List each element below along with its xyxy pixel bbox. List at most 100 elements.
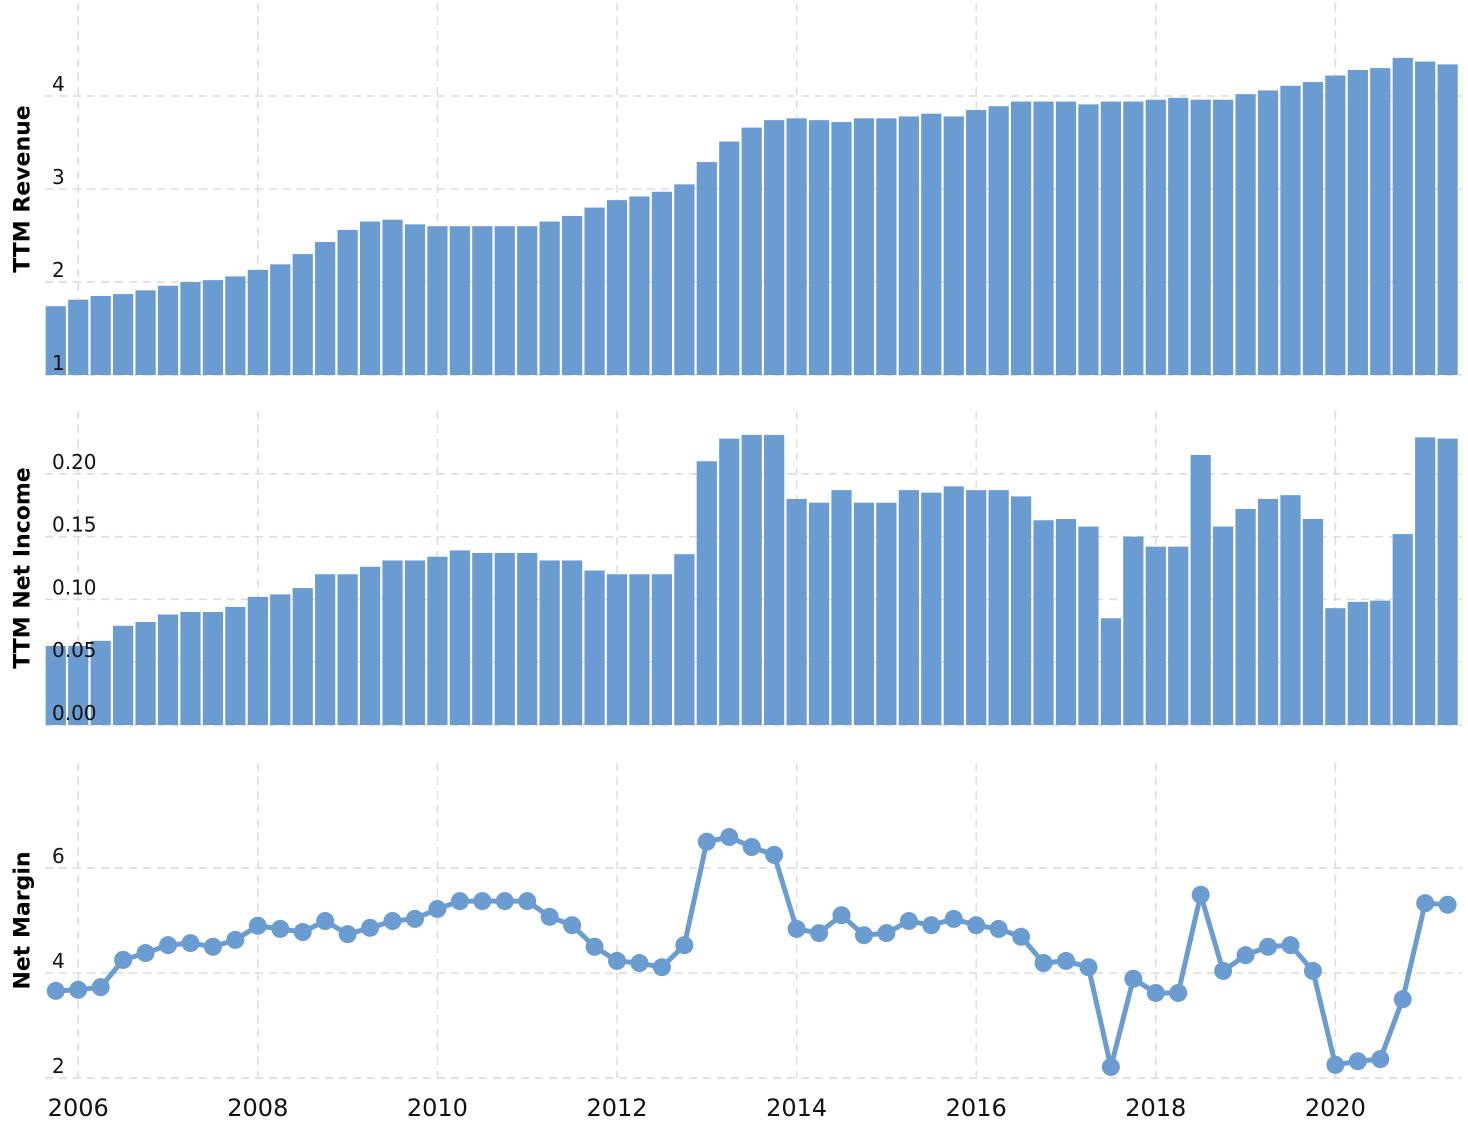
bar <box>1280 495 1301 725</box>
panel: TTM Revenue 1 2 3 4 <box>11 3 1462 376</box>
y-axis-title: TTM Revenue <box>11 105 36 272</box>
bar <box>1302 82 1324 376</box>
y-tick-label: 1 <box>52 351 65 375</box>
point <box>1259 937 1278 956</box>
bar <box>427 226 448 375</box>
point <box>226 930 245 949</box>
point <box>585 937 604 956</box>
bar <box>45 306 66 375</box>
panel: TTM Net Income 0.00 0.05 0.10 0.15 0.20 <box>11 411 1462 726</box>
bar <box>270 594 291 725</box>
point <box>1236 946 1255 965</box>
bar <box>1190 454 1211 725</box>
point <box>1393 990 1412 1009</box>
bar <box>1392 534 1413 725</box>
bar <box>966 490 987 725</box>
bar <box>1257 90 1279 376</box>
bar <box>1347 69 1368 376</box>
bar <box>966 109 987 375</box>
bar <box>180 611 201 725</box>
point <box>944 909 963 928</box>
bar <box>337 229 358 375</box>
point <box>495 892 514 911</box>
y-tick-label: 4 <box>52 949 65 973</box>
bar <box>1325 75 1346 375</box>
bar <box>337 574 358 725</box>
bar <box>1055 101 1077 375</box>
bar <box>1033 101 1054 375</box>
bar <box>1100 101 1121 375</box>
point <box>563 916 582 935</box>
bar <box>1123 536 1144 725</box>
bar <box>247 269 268 375</box>
point <box>271 919 290 938</box>
point <box>203 937 222 956</box>
bar <box>988 490 1009 725</box>
bar <box>472 552 493 725</box>
bar <box>202 280 224 375</box>
x-tick-label: 2006 <box>48 1094 109 1122</box>
bar <box>45 645 66 725</box>
point <box>293 923 312 942</box>
bar <box>988 106 1009 375</box>
bar <box>404 560 426 725</box>
x-tick-label: 2010 <box>407 1094 468 1122</box>
point <box>383 912 402 931</box>
x-tick-label: 2014 <box>766 1094 827 1122</box>
y-tick-label: 6 <box>52 844 65 868</box>
bar <box>90 640 111 725</box>
bar <box>1257 498 1279 725</box>
point <box>720 828 739 847</box>
bar <box>315 242 336 375</box>
bar <box>876 118 897 375</box>
bar <box>741 127 762 376</box>
bar <box>68 645 89 725</box>
point <box>1303 961 1322 980</box>
point <box>989 919 1008 938</box>
bar <box>562 560 583 725</box>
y-tick-label: 4 <box>52 72 65 96</box>
point <box>697 832 716 851</box>
point <box>1191 885 1210 904</box>
bar <box>90 295 111 375</box>
bar <box>584 570 605 725</box>
bar <box>853 502 875 725</box>
point <box>114 950 133 969</box>
bar <box>606 200 628 375</box>
bar <box>1235 94 1256 375</box>
bar <box>808 502 830 725</box>
bar <box>943 486 964 725</box>
bar <box>1100 618 1121 725</box>
point <box>91 978 110 997</box>
bar <box>180 282 201 375</box>
bar <box>1280 85 1301 376</box>
bar <box>719 438 740 725</box>
point <box>675 936 694 955</box>
y-axis-title: Net Margin <box>11 851 36 989</box>
point <box>136 944 155 963</box>
bar <box>1370 68 1391 375</box>
bar <box>651 574 673 725</box>
bar <box>472 226 493 375</box>
bar <box>292 588 313 725</box>
bar <box>382 219 403 375</box>
point <box>854 926 873 945</box>
bar <box>449 226 470 375</box>
point <box>877 924 896 943</box>
bar <box>382 560 403 725</box>
bar <box>517 226 538 375</box>
point <box>1214 961 1233 980</box>
point <box>518 892 537 911</box>
bar <box>764 434 785 725</box>
point <box>1438 895 1457 914</box>
bar <box>157 285 179 375</box>
bar <box>1302 519 1324 725</box>
point <box>338 925 357 944</box>
point <box>1416 894 1435 913</box>
point <box>967 916 986 935</box>
bar <box>1145 99 1166 375</box>
point <box>428 899 447 918</box>
bar <box>494 552 515 725</box>
y-tick-label: 3 <box>52 165 65 189</box>
bar <box>247 596 268 725</box>
